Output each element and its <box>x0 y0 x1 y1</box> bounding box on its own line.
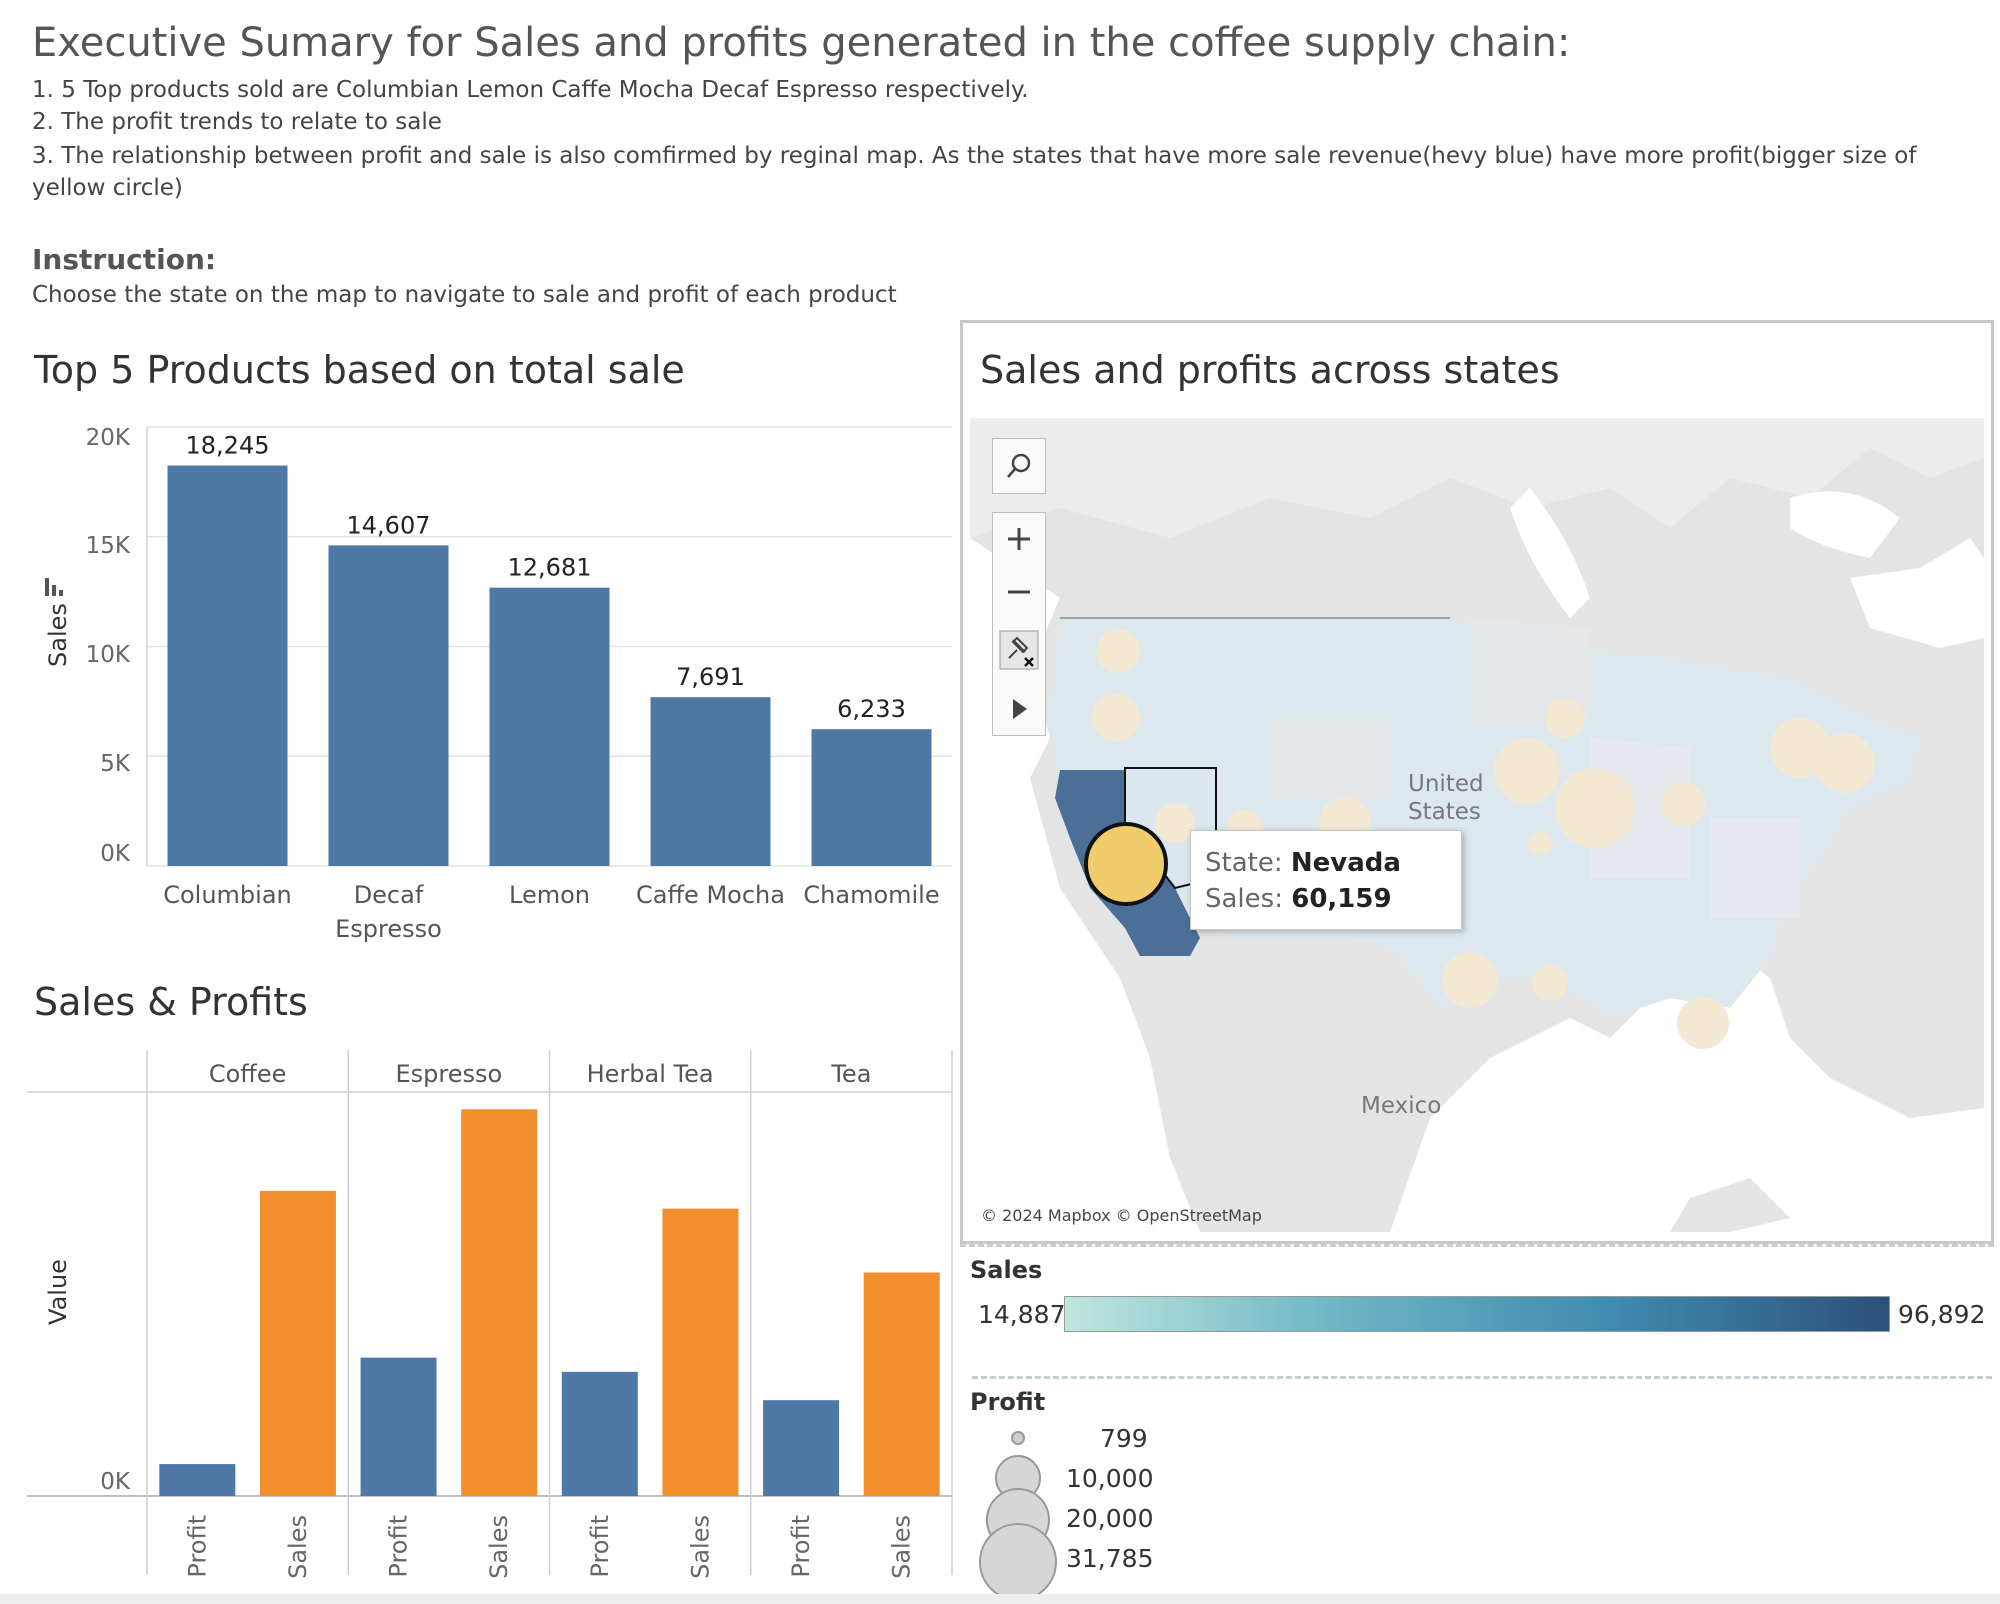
search-icon <box>1007 453 1031 478</box>
top5-xtick-label: Columbian <box>163 881 292 909</box>
sp-group-header: Espresso <box>396 1060 503 1088</box>
pin-clear-icon[interactable] <box>999 630 1039 670</box>
map-label-united-states: United States <box>1408 771 1484 825</box>
sales-legend-title: Sales <box>970 1256 1043 1284</box>
sp-xtick-label: Profit <box>385 1515 413 1578</box>
sp-bar-profit[interactable] <box>763 1400 840 1496</box>
sales-profits-title: Sales & Profits <box>34 980 308 1024</box>
top5-bar[interactable] <box>167 465 288 866</box>
sp-xtick-label: Sales <box>284 1515 312 1579</box>
top5-xtick-label: Caffe Mocha <box>636 881 785 909</box>
top5-bar[interactable] <box>328 545 449 866</box>
top5-bar[interactable] <box>650 697 771 866</box>
footer-bar <box>0 1594 2000 1604</box>
tooltip-sales-value: 60,159 <box>1291 884 1392 914</box>
map-label-mexico: Mexico <box>1361 1093 1442 1119</box>
tooltip-sales-label: Sales: <box>1205 884 1283 914</box>
sp-ytick-0k: 0K <box>100 1469 131 1495</box>
sp-bar-sales[interactable] <box>461 1109 538 1496</box>
top5-xtick-label: Chamomile <box>803 881 939 909</box>
map-search-button[interactable] <box>992 438 1046 494</box>
top5-ytick-0k: 0K <box>100 841 131 867</box>
sp-xtick-label: Sales <box>888 1515 916 1579</box>
tooltip-state-label: State: <box>1205 848 1283 878</box>
sp-bar-profit[interactable] <box>159 1464 236 1496</box>
top5-ytick-5k: 5K <box>100 751 131 777</box>
sp-xtick-label: Profit <box>787 1515 815 1578</box>
plus-icon[interactable] <box>1005 525 1033 553</box>
sp-group-header: Herbal Tea <box>587 1060 714 1088</box>
top5-data-label: 12,681 <box>508 554 592 582</box>
instruction-text: Choose the state on the map to navigate … <box>32 282 897 308</box>
sp-group-header: Coffee <box>209 1060 287 1088</box>
minus-icon[interactable] <box>1005 578 1033 606</box>
map-attribution: © 2024 Mapbox © OpenStreetMap <box>981 1206 1262 1225</box>
profit-legend-circle-1 <box>1011 1431 1025 1445</box>
profit-legend-circle-4 <box>979 1523 1057 1594</box>
sp-bar-profit[interactable] <box>561 1371 638 1496</box>
sp-bar-sales[interactable] <box>863 1272 940 1496</box>
top5-data-label: 7,691 <box>676 663 745 691</box>
sort-icon[interactable] <box>45 578 63 596</box>
play-icon[interactable] <box>1005 695 1033 723</box>
map-toolbar <box>992 512 1046 736</box>
top5-ylabel: Sales <box>44 603 72 667</box>
executive-summary-title: Executive Sumary for Sales and profits g… <box>32 20 1571 66</box>
top5-xtick-label: Espresso <box>335 915 442 943</box>
sp-bar-sales[interactable] <box>259 1190 336 1496</box>
summary-line-1: 1. 5 Top products sold are Columbian Lem… <box>32 77 1029 103</box>
top5-data-label: 18,245 <box>186 432 270 460</box>
top5-xtick-label: Lemon <box>509 881 590 909</box>
instruction-title: Instruction: <box>32 243 217 276</box>
map-title: Sales and profits across states <box>980 348 1560 392</box>
map-tooltip: State: Nevada Sales: 60,159 <box>1190 830 1462 930</box>
sales-profits-chart: Value 0K Coffee Espresso Herbal Tea Tea Pro… <box>27 1050 953 1579</box>
summary-line-2: 2. The profit trends to relate to sale <box>32 109 442 135</box>
top5-bar[interactable] <box>811 729 932 866</box>
sp-bar-profit[interactable] <box>360 1357 437 1496</box>
legend-divider-bottom <box>972 1376 1992 1379</box>
sp-group-header: Tea <box>830 1060 871 1088</box>
sp-bar-sales[interactable] <box>662 1208 739 1496</box>
profit-legend-value-1: 799 <box>1100 1424 1148 1453</box>
sp-xtick-label: Sales <box>686 1515 714 1579</box>
sales-profit-map[interactable]: United States Mexico © 2024 Mapbox © Open… <box>970 418 1984 1232</box>
sales-legend-max: 96,892 <box>1898 1300 1986 1329</box>
sales-color-gradient <box>1064 1296 1890 1332</box>
profit-size-legend <box>979 1431 1057 1594</box>
top5-chart-title: Top 5 Products based on total sale <box>34 348 685 392</box>
profit-legend-value-3: 20,000 <box>1066 1504 1154 1533</box>
sp-ylabel: Value <box>44 1259 72 1325</box>
top5-bar[interactable] <box>489 587 610 866</box>
top5-ytick-15k: 15K <box>86 533 131 559</box>
sales-legend-min: 14,887 <box>978 1300 1066 1329</box>
profit-legend-value-4: 31,785 <box>1066 1544 1154 1573</box>
tooltip-state-value: Nevada <box>1290 848 1401 878</box>
top5-bar-chart: Sales 20K 15K 10K 5K 0K 18,245 14,607 12,6… <box>44 425 952 943</box>
top5-xtick-label: Decaf <box>354 881 424 909</box>
legend-divider-top <box>960 1244 1994 1247</box>
map-panel <box>960 320 1994 1244</box>
summary-line-3: 3. The relationship between profit and s… <box>32 143 1917 201</box>
profit-legend-title: Profit <box>970 1388 1046 1416</box>
top5-data-label: 14,607 <box>347 511 431 539</box>
sp-xtick-label: Profit <box>586 1515 614 1578</box>
top5-data-label: 6,233 <box>837 695 906 723</box>
profit-legend-value-2: 10,000 <box>1066 1464 1154 1493</box>
top5-ytick-10k: 10K <box>86 642 131 668</box>
sp-xtick-label: Sales <box>485 1515 513 1579</box>
sp-xtick-label: Profit <box>183 1515 211 1578</box>
top5-ytick-20k: 20K <box>86 425 131 451</box>
